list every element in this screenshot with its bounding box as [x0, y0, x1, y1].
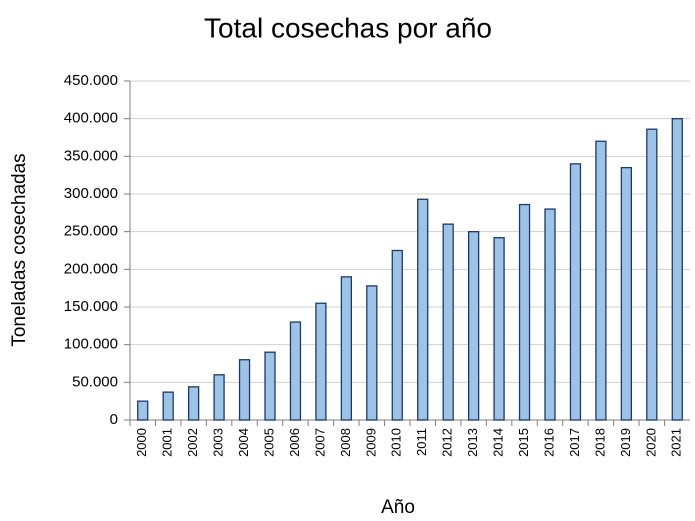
x-tick-label: 2013	[465, 428, 480, 457]
x-tick-label: 2003	[211, 428, 226, 457]
x-tick-label: 2015	[516, 428, 531, 457]
bar	[187, 386, 200, 421]
y-tick-label: 350.000	[64, 147, 118, 164]
bar	[264, 351, 276, 421]
bar	[544, 208, 556, 421]
y-tick-label: 250.000	[64, 223, 118, 240]
bar	[289, 321, 302, 421]
bar	[620, 166, 633, 421]
y-tick-label: 400.000	[64, 110, 118, 127]
y-tick-label: 50.000	[72, 373, 118, 390]
y-tick-label: 450.000	[64, 72, 118, 89]
y-tick-label: 300.000	[64, 185, 118, 202]
x-tick-label: 2017	[567, 428, 582, 457]
x-tick-label: 2012	[440, 428, 455, 457]
bar	[493, 237, 505, 421]
bar	[213, 374, 225, 421]
y-axis-label: Toneladas cosechadas	[9, 153, 30, 346]
bar	[569, 163, 582, 421]
x-tick-label: 2018	[592, 428, 607, 457]
x-tick-label: 2000	[134, 428, 149, 457]
bar	[518, 203, 531, 421]
x-tick-label: 2019	[618, 428, 633, 457]
y-tick-label: 0	[110, 411, 118, 428]
bar	[340, 276, 353, 421]
x-tick-label: 2001	[160, 428, 175, 457]
bar	[467, 231, 480, 421]
chart-title: Total cosechas por año	[204, 12, 492, 43]
x-axis-label: Año	[381, 497, 415, 518]
bar	[595, 140, 607, 421]
bar	[137, 400, 149, 421]
x-tick-label: 2014	[491, 428, 506, 457]
x-tick-label: 2006	[287, 428, 302, 457]
x-tick-label: 2009	[363, 428, 378, 457]
bar	[646, 128, 658, 421]
bar	[671, 118, 683, 421]
x-tick-label: 2004	[236, 428, 251, 457]
bar	[442, 223, 454, 421]
bar	[162, 391, 174, 421]
y-tick-label: 150.000	[64, 298, 118, 315]
bar	[391, 249, 403, 421]
y-tick-label: 200.000	[64, 260, 118, 277]
x-tick-label: 2005	[261, 428, 276, 457]
x-tick-label: 2020	[643, 428, 658, 457]
bar	[417, 198, 429, 421]
x-tick-label: 2016	[541, 428, 556, 457]
bar	[315, 302, 327, 421]
x-tick-label: 2002	[185, 428, 200, 457]
x-tick-label: 2011	[414, 428, 429, 456]
x-tick-label: 2021	[669, 428, 684, 457]
y-tick-label: 100.000	[64, 336, 118, 353]
x-tick-label: 2010	[389, 428, 404, 457]
bar	[238, 359, 251, 421]
bar	[366, 285, 378, 421]
x-tick-label: 2007	[312, 428, 327, 457]
x-tick-label: 2008	[338, 428, 353, 457]
